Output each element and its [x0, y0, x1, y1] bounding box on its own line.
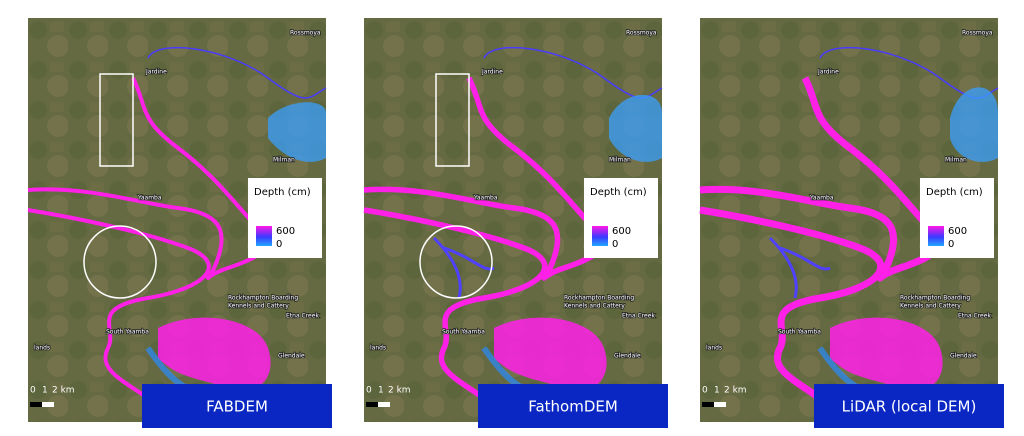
place-label: Yaamba: [137, 195, 162, 202]
scale-bar: [30, 402, 42, 407]
place-label: Glendale: [278, 353, 305, 360]
place-label: Rockhampton Boarding: [228, 295, 298, 302]
flood-river: [27, 77, 268, 280]
place-label: lands: [370, 345, 386, 352]
place-label: lands: [706, 345, 722, 352]
legend-max: 600: [612, 226, 631, 237]
scale-label: 1: [714, 386, 720, 396]
place-label: Glendale: [950, 353, 977, 360]
scale-label: 2 km: [52, 386, 75, 396]
scale-bar: [42, 402, 54, 407]
place-label: lands: [34, 345, 50, 352]
scale-label: 1: [378, 386, 384, 396]
flood-plain: [830, 317, 943, 391]
highlight-ellipse: [83, 225, 157, 299]
map-panel: Rossmoya Jardine Milman Yaamba Rockhampton B…: [27, 18, 327, 424]
place-label: Rockhampton Boarding: [564, 295, 634, 302]
legend-ramp: [256, 226, 272, 246]
panel-label: LiDAR (local DEM): [842, 398, 977, 416]
place-label: Jardine: [817, 69, 839, 76]
scale-label: 2 km: [724, 386, 747, 396]
place-label: Etna Creek: [622, 313, 655, 320]
legend-ramp: [592, 226, 608, 246]
scale-label: 0: [366, 386, 372, 396]
highlight-ellipse: [419, 225, 493, 299]
place-label: Milman: [945, 157, 967, 164]
flood-river: [363, 76, 605, 281]
place-label: Yaamba: [473, 195, 498, 202]
place-label: South Yaamba: [442, 329, 485, 336]
legend-min: 0: [612, 239, 618, 250]
place-label: Etna Creek: [286, 313, 319, 320]
scale-bar: [702, 402, 714, 407]
panel-label-box: [478, 384, 668, 428]
legend-max: 600: [948, 226, 967, 237]
place-label: Kennels and Cattery: [564, 303, 625, 310]
place-label: Yaamba: [809, 195, 834, 202]
highlight-box: [435, 73, 470, 167]
scale-label: 1: [42, 386, 48, 396]
legend-title: Depth (cm): [254, 187, 311, 198]
place-label: Rossmoya: [962, 30, 993, 37]
highlight-box: [99, 73, 134, 167]
place-label: Rossmoya: [626, 30, 657, 37]
legend-max: 600: [276, 226, 295, 237]
panel-label: FathomDEM: [528, 398, 618, 416]
place-label: South Yaamba: [106, 329, 149, 336]
flood-river: [699, 76, 942, 282]
place-label: Milman: [609, 157, 631, 164]
panel-label-box: [142, 384, 332, 428]
place-label: Kennels and Cattery: [900, 303, 961, 310]
flood-lake: [609, 94, 662, 162]
place-label: South Yaamba: [778, 329, 821, 336]
legend: Depth (cm) 600 0: [248, 178, 322, 258]
flood-plain: [158, 317, 271, 391]
flood-lake: [268, 102, 326, 162]
legend-title: Depth (cm): [590, 187, 647, 198]
place-label: Rockhampton Boarding: [900, 295, 970, 302]
scale-label: 0: [702, 386, 708, 396]
scale-bar: [714, 402, 726, 407]
panel-label: FABDEM: [206, 398, 268, 416]
legend-min: 0: [276, 239, 282, 250]
flood-channel: [768, 236, 831, 299]
flood-river: [147, 46, 327, 99]
legend: Depth (cm) 600 0: [584, 178, 658, 258]
flood-lake: [950, 87, 998, 162]
place-label: Jardine: [481, 69, 503, 76]
place-label: Glendale: [614, 353, 641, 360]
scale-label: 2 km: [388, 386, 411, 396]
scale-label: 0: [30, 386, 36, 396]
panel-label-box: [814, 384, 1004, 428]
legend-title: Depth (cm): [926, 187, 983, 198]
flood-plain: [494, 317, 607, 391]
place-label: Jardine: [145, 69, 167, 76]
place-label: Etna Creek: [958, 313, 991, 320]
scale-bar: [378, 402, 390, 407]
map-panel: Rossmoya Jardine Milman Yaamba Rockhampton B…: [363, 18, 663, 425]
place-label: Rossmoya: [290, 30, 321, 37]
legend-min: 0: [948, 239, 954, 250]
map-panel: Rossmoya Jardine Milman Yaamba Rockhampton B…: [699, 18, 999, 426]
scale-bar: [366, 402, 378, 407]
legend-ramp: [928, 226, 944, 246]
place-label: Kennels and Cattery: [228, 303, 289, 310]
place-label: Milman: [273, 157, 295, 164]
legend: Depth (cm) 600 0: [920, 178, 994, 258]
